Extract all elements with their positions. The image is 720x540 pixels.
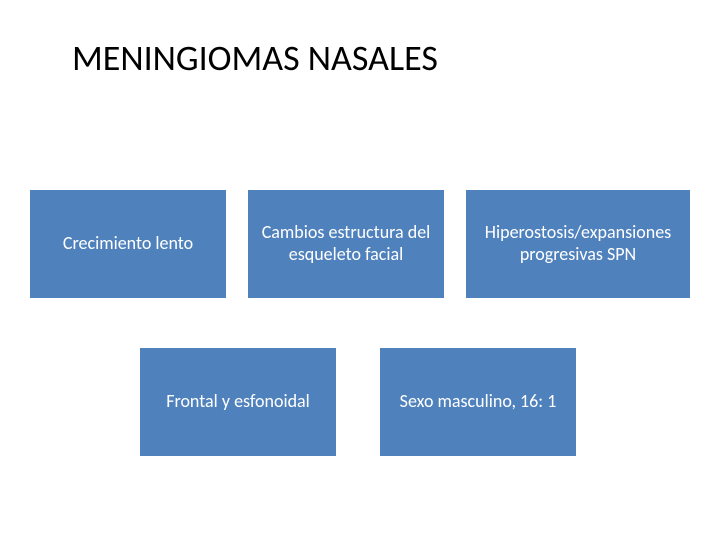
- slide-title: MENINGIOMAS NASALES: [72, 36, 438, 80]
- info-box-growth: Crecimiento lento: [30, 190, 226, 298]
- slide: MENINGIOMAS NASALES Crecimiento lento Ca…: [0, 0, 720, 540]
- info-box-hyperostosis: Hiperostosis/expansiones progresivas SPN: [466, 190, 690, 298]
- info-box-sex-ratio: Sexo masculino, 16: 1: [380, 348, 576, 456]
- info-box-structure: Cambios estructura del esqueleto facial: [248, 190, 444, 298]
- info-box-location: Frontal y esfonoidal: [140, 348, 336, 456]
